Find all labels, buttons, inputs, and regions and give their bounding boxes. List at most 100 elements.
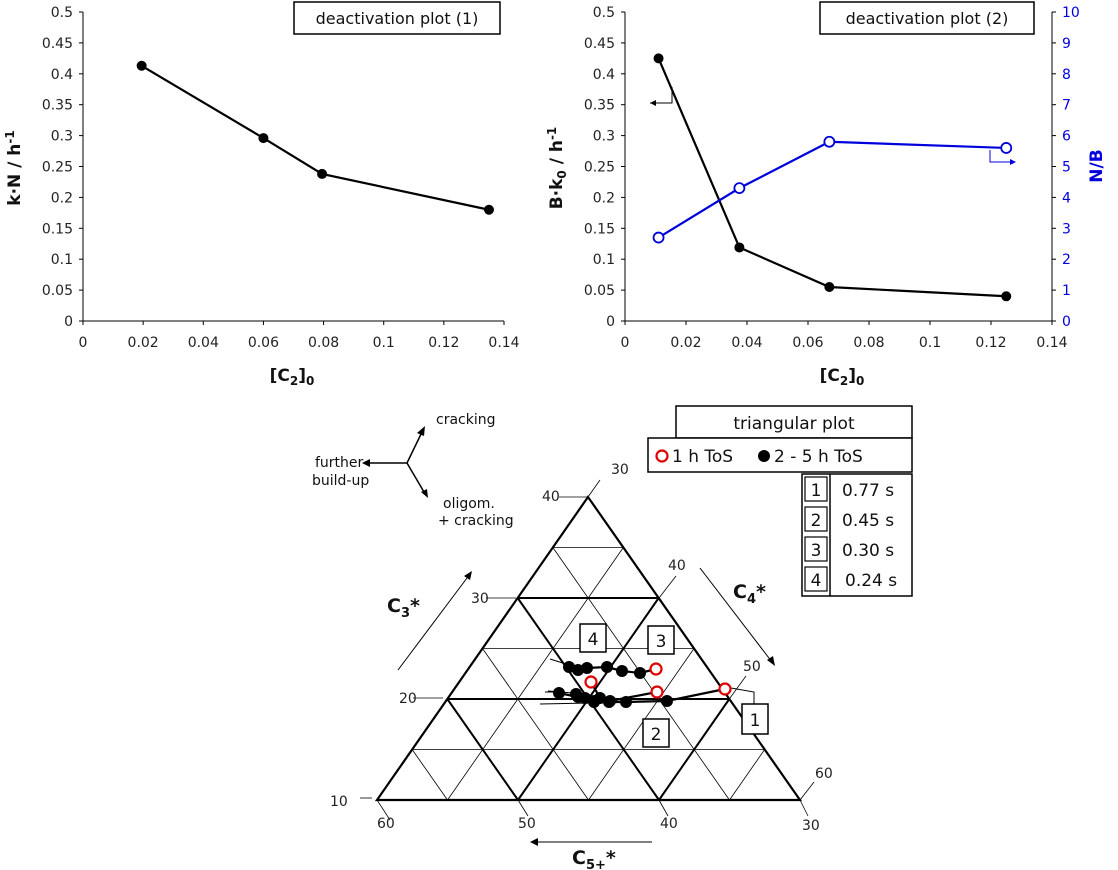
series-3-label: 3 (656, 632, 667, 652)
tick-extension (658, 575, 677, 599)
deactivation-plot-1: 0 0.02 0.04 0.06 0.08 0.1 0.12 0.14 0 0.05 0.1 0.1… (3, 1, 520, 388)
c3-axis-arrow (397, 573, 471, 671)
y2-tick-label: 2 (1062, 252, 1071, 268)
x-tick-label: 0.02 (128, 335, 159, 351)
y-tick-label: 0.4 (593, 67, 615, 83)
series-1-point (483, 204, 494, 215)
left-tick-40: 40 (542, 489, 560, 505)
legend-1h: 1 h ToS (672, 447, 733, 467)
y-tick-label: 0.2 (593, 190, 615, 206)
x-tick-label: 0.06 (792, 335, 823, 351)
plot1-x-label: [C2]0 (270, 366, 315, 388)
left-axis-indicator-arrowhead (650, 100, 656, 106)
tri-series-1-arrow (549, 658, 567, 665)
series-1-point (136, 60, 147, 71)
bottom-tick-60: 60 (377, 816, 395, 832)
y2-tick-label: 8 (1062, 67, 1071, 83)
series-1-label: 1 (750, 711, 761, 731)
y2-tick-label: 3 (1062, 221, 1071, 237)
x-tick-label: 0.14 (488, 335, 519, 351)
tick-extension (799, 799, 809, 817)
plot1-y-tick-labels: 0 0.05 0.1 0.15 0.2 0.25 0.3 0.35 0.4 0.45 0.5 (42, 5, 73, 330)
c4-axis-label: C4* (733, 581, 766, 607)
series-1-point (1001, 291, 1012, 302)
triangular-legend: triangular plot 1 h ToS 2 - 5 h ToS 1 2 … (647, 405, 913, 597)
left-axis-indicator-arrow (650, 87, 673, 104)
y2-tick-label: 4 (1062, 190, 1071, 206)
y2-tick-label: 1 (1062, 283, 1071, 299)
oligom-label: oligom. (443, 496, 495, 512)
rt-id-3: 3 (811, 541, 822, 561)
right-tick-30: 30 (611, 462, 629, 478)
series-1-point (317, 168, 328, 179)
y-tick-label: 0.5 (51, 5, 73, 21)
tick-extension (517, 799, 529, 817)
series-1-line (141, 64, 490, 211)
y-tick-label: 0 (64, 314, 73, 330)
series-2-line (657, 140, 1007, 239)
c5-axis-arrowhead (530, 838, 538, 846)
tick-extension (376, 799, 391, 821)
tri-series-3-point (572, 691, 584, 703)
c5-axis-label: C5+* (572, 847, 616, 870)
y-tick-label: 0.15 (42, 221, 73, 237)
tick-extension (729, 675, 747, 699)
y2-tick-label: 7 (1062, 98, 1071, 114)
plot2-title: deactivation plot (2) (846, 9, 1009, 28)
y-tick-label: 0.45 (584, 36, 615, 52)
x-tick-label: 0.04 (188, 335, 219, 351)
cracking2-label: + cracking (438, 513, 514, 529)
rt-value-1: 0.77 s (842, 481, 894, 501)
plot1-x-tick-labels: 0 0.02 0.04 0.06 0.08 0.1 0.12 0.14 (79, 335, 520, 351)
y-tick-label: 0.1 (593, 252, 615, 268)
plot2-title-box (819, 1, 1035, 35)
plot1-title-box (293, 1, 501, 35)
right-tick-60: 60 (815, 766, 833, 782)
rt-id-4: 4 (811, 571, 822, 591)
bottom-tick-30: 30 (802, 818, 820, 834)
x-tick-label: 0.08 (308, 335, 339, 351)
c3-axis-arrowhead (464, 571, 472, 580)
right-tick-40: 40 (668, 558, 686, 574)
x-tick-label: 0.06 (248, 335, 279, 351)
plot2-y2-tick-labels: 0 1 2 3 4 5 6 7 8 9 10 (1062, 5, 1080, 330)
plot1-y-label: k·N / h-1 (3, 130, 25, 205)
tri-series-3-1h-point (650, 685, 664, 699)
y-tick-label: 0 (606, 314, 615, 330)
series-2-point (652, 231, 665, 244)
tri-series-4-point (661, 695, 673, 707)
series-2-label: 2 (651, 725, 662, 745)
series-1-line (657, 57, 1007, 298)
y-tick-label: 0.1 (51, 252, 73, 268)
series-1-point (734, 242, 745, 253)
tri-series-3-point (553, 687, 565, 699)
x-tick-label: 0.04 (731, 335, 762, 351)
y-tick-label: 0.05 (42, 283, 73, 299)
left-tick-10: 10 (330, 794, 348, 810)
tri-series-4-arrow (539, 702, 592, 705)
y-tick-label: 0.35 (42, 98, 73, 114)
left-tick-20: 20 (399, 691, 417, 707)
y-tick-label: 0.35 (584, 98, 615, 114)
grid-line (729, 749, 765, 801)
tick-extension (658, 799, 669, 817)
bottom-tick-40: 40 (660, 816, 678, 832)
y-tick-label: 0.45 (42, 36, 73, 52)
tri-series-1-point (572, 664, 584, 676)
right-axis-indicator-arrowhead (1010, 159, 1016, 165)
tri-series-4-point (620, 696, 632, 708)
legend-2-5h: 2 - 5 h ToS (774, 447, 863, 467)
tri-series-1-point (634, 667, 646, 679)
x-tick-label: 0.1 (373, 335, 395, 351)
left-tick-30: 30 (471, 591, 489, 607)
y-tick-label: 0.3 (51, 129, 73, 145)
grid-line (411, 749, 448, 801)
tri-series-4-point (588, 696, 600, 708)
y-tick-label: 0.05 (584, 283, 615, 299)
x-tick-label: 0.12 (975, 335, 1006, 351)
plot1-title: deactivation plot (1) (316, 9, 479, 28)
y2-tick-label: 10 (1062, 5, 1080, 21)
y2-tick-label: 5 (1062, 160, 1071, 176)
rt-value-2: 0.45 s (842, 511, 894, 531)
plot2-x-label: [C2]0 (820, 366, 865, 388)
